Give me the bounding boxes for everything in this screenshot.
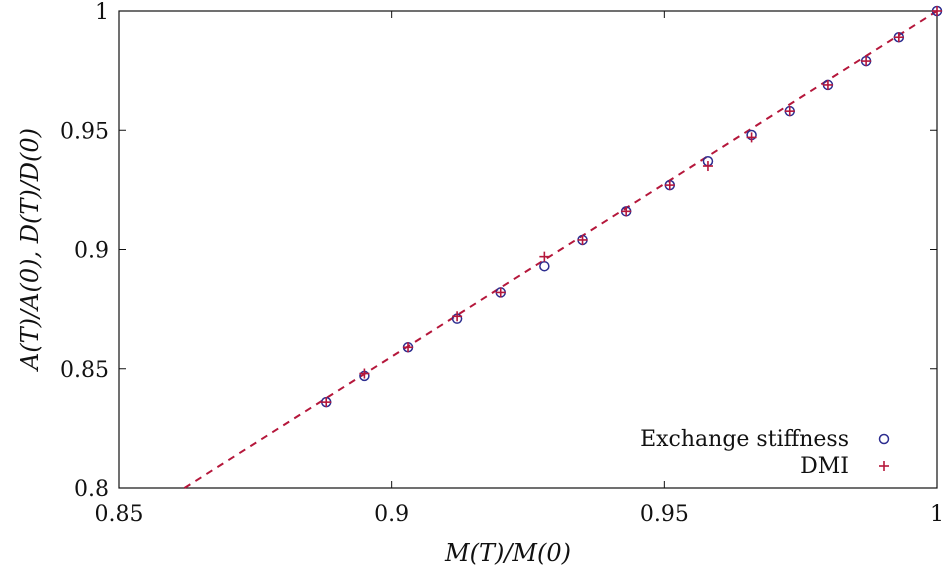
dmi-point [784,106,795,117]
dmi-point [893,32,904,43]
x-axis: 0.85 0.9 0.95 1 [95,11,943,527]
legend-markers [878,433,890,471]
x-tick-label: 0.9 [374,502,409,527]
y-axis-label: A(T)/A(0), D(T)/D(0) [16,128,44,372]
y-tick-label: 0.85 [60,358,109,383]
dmi-point [664,180,675,191]
dmi-point [452,311,463,322]
dmi-point [822,79,833,90]
legend: Exchange stiffness DMI [640,427,890,479]
dmi-point [359,368,370,379]
dmi-point [861,56,872,67]
fit-dashed-line [183,10,938,489]
dmi-point [577,234,588,245]
dmi-point [932,6,942,16]
legend-marker-exchange-stiffness [878,433,890,445]
dmi-point [539,251,550,262]
y-tick-label: 1 [95,0,109,25]
x-tick-label: 0.85 [95,502,144,527]
dmi-point [746,132,757,143]
legend-marker-dmi [879,461,889,471]
legend-label-dmi: DMI [800,454,849,479]
y-tick-label: 0.95 [60,119,109,144]
plot-area-frame [118,10,938,489]
dmi-point [495,287,506,298]
exchange-stiffness-point [539,260,550,272]
data-points [320,5,943,408]
y-tick-label: 0.8 [74,477,109,502]
dmi-point [403,342,414,353]
y-axis: 0.8 0.85 0.9 0.95 1 [60,0,937,502]
x-tick-label: 1 [930,502,943,527]
x-axis-label: M(T)/M(0) [444,539,571,567]
x-tick-label: 0.95 [640,502,689,527]
dmi-point [321,397,332,408]
dmi-point [702,161,713,172]
dmi-point [621,206,632,217]
y-tick-label: 0.9 [74,239,109,264]
fit-line-layer [183,10,938,489]
legend-label-exchange-stiffness: Exchange stiffness [640,427,849,452]
